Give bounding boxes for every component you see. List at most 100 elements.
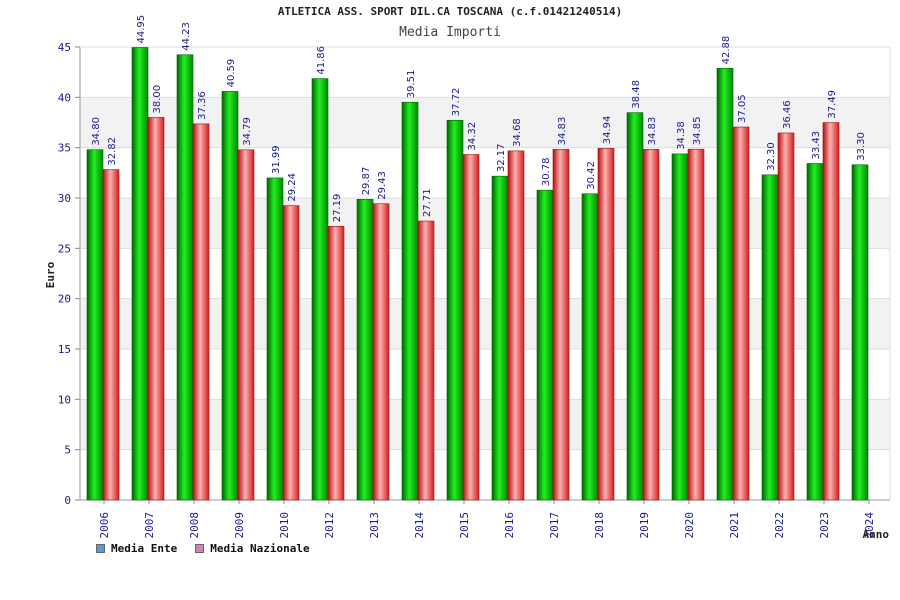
x-tick-label: 2023: [818, 512, 831, 539]
bar-nazionale: [372, 203, 390, 501]
y-tick-label: 35: [58, 142, 71, 155]
bar-nazionale: [552, 149, 570, 501]
data-label: 33.43: [811, 131, 822, 160]
data-label: 30.78: [541, 158, 552, 187]
bar-nazionale: [597, 147, 615, 501]
legend-label-nazionale: Media Nazionale: [210, 542, 310, 555]
bar-ente: [536, 189, 554, 501]
data-label: 34.85: [692, 117, 703, 146]
bar-ente: [626, 112, 644, 501]
bar-nazionale: [102, 169, 120, 501]
data-label: 34.38: [676, 121, 687, 150]
data-label: 34.83: [647, 117, 658, 146]
bar-ente: [716, 68, 734, 501]
legend-swatch-nazionale: [195, 544, 205, 553]
y-tick-label: 10: [58, 393, 71, 406]
x-tick-label: 2009: [233, 512, 246, 539]
bar-ente: [581, 193, 599, 501]
data-label: 34.32: [467, 122, 478, 151]
chart-title: ATLETICA ASS. SPORT DIL.CA TOSCANA (c.f.…: [277, 5, 623, 18]
y-tick-label: 30: [58, 192, 71, 205]
x-tick-label: 2006: [98, 512, 111, 539]
bar-nazionale: [642, 149, 660, 501]
grid-band: [80, 298, 890, 349]
x-tick-label: 2008: [188, 512, 201, 539]
x-tick-label: 2020: [683, 512, 696, 539]
data-label: 37.72: [451, 88, 462, 117]
legend-swatch-ente: [96, 544, 105, 553]
bar-ente: [131, 47, 149, 501]
bar-ente: [356, 199, 374, 501]
bar-nazionale: [192, 123, 210, 501]
data-label: 34.83: [557, 117, 568, 146]
y-tick-label: 25: [58, 242, 71, 255]
bar-ente: [401, 101, 419, 501]
y-tick-label: 40: [58, 91, 71, 104]
x-axis-label: Anno: [863, 528, 890, 541]
bar-ente: [491, 175, 509, 501]
legend: Media Ente Media Nazionale: [96, 542, 310, 555]
data-label: 27.19: [332, 194, 343, 223]
data-label: 31.99: [271, 145, 282, 174]
data-label: 42.88: [721, 36, 732, 65]
bar-nazionale: [327, 225, 345, 501]
data-label: 33.30: [856, 132, 867, 161]
data-label: 34.68: [512, 118, 523, 147]
bar-nazionale: [282, 205, 300, 501]
x-tick-label: 2016: [503, 512, 516, 539]
bar-nazionale: [147, 117, 165, 501]
x-tick-label: 2015: [458, 512, 471, 539]
data-label: 32.30: [766, 142, 777, 171]
legend-item-ente: Media Ente: [96, 542, 177, 555]
bar-ente: [176, 54, 194, 501]
x-tick-label: 2010: [278, 512, 291, 539]
data-label: 38.00: [152, 85, 163, 114]
legend-item-nazionale: Media Nazionale: [195, 542, 310, 555]
data-label: 39.51: [406, 70, 417, 99]
y-tick-label: 0: [64, 494, 71, 507]
data-label: 34.94: [602, 116, 613, 145]
bar-nazionale: [687, 148, 705, 501]
grid-band: [80, 399, 890, 450]
data-label: 37.36: [197, 91, 208, 120]
x-tick-label: 2022: [773, 512, 786, 539]
data-label: 30.42: [586, 161, 597, 190]
grid-band: [80, 198, 890, 249]
bar-ente: [446, 119, 464, 501]
data-label: 34.80: [91, 117, 102, 146]
x-tick-label: 2017: [548, 512, 561, 539]
bar-ente: [671, 153, 689, 501]
data-label: 44.23: [181, 22, 192, 51]
y-tick-label: 20: [58, 293, 71, 306]
bar-nazionale: [732, 126, 750, 501]
bar-ente: [221, 91, 239, 501]
bar-nazionale: [462, 154, 480, 501]
bar-ente: [761, 174, 779, 501]
legend-label-ente: Media Ente: [111, 542, 178, 555]
x-tick-label: 2013: [368, 512, 381, 539]
bar-ente: [806, 163, 824, 501]
data-label: 32.82: [107, 137, 118, 166]
data-label: 32.17: [496, 144, 507, 173]
bar-ente: [86, 149, 104, 501]
y-tick-label: 15: [58, 343, 71, 356]
bar-ente: [266, 177, 284, 501]
x-tick-label: 2014: [413, 512, 426, 539]
bar-nazionale: [237, 149, 255, 501]
bar-nazionale: [507, 150, 525, 501]
data-label: 29.43: [377, 171, 388, 200]
data-label: 40.59: [226, 59, 237, 88]
bar-nazionale: [822, 122, 840, 501]
x-tick-label: 2018: [593, 512, 606, 539]
data-label: 27.71: [422, 188, 433, 217]
data-label: 29.24: [287, 173, 298, 202]
bar-nazionale: [777, 132, 795, 501]
grid-band: [80, 97, 890, 148]
y-tick-label: 45: [58, 41, 71, 54]
x-tick-label: 2019: [638, 512, 651, 539]
bar-ente: [851, 164, 869, 501]
chart-subtitle: Media Importi: [399, 25, 501, 40]
x-tick-label: 2012: [323, 512, 336, 539]
x-tick-label: 2007: [143, 512, 156, 539]
